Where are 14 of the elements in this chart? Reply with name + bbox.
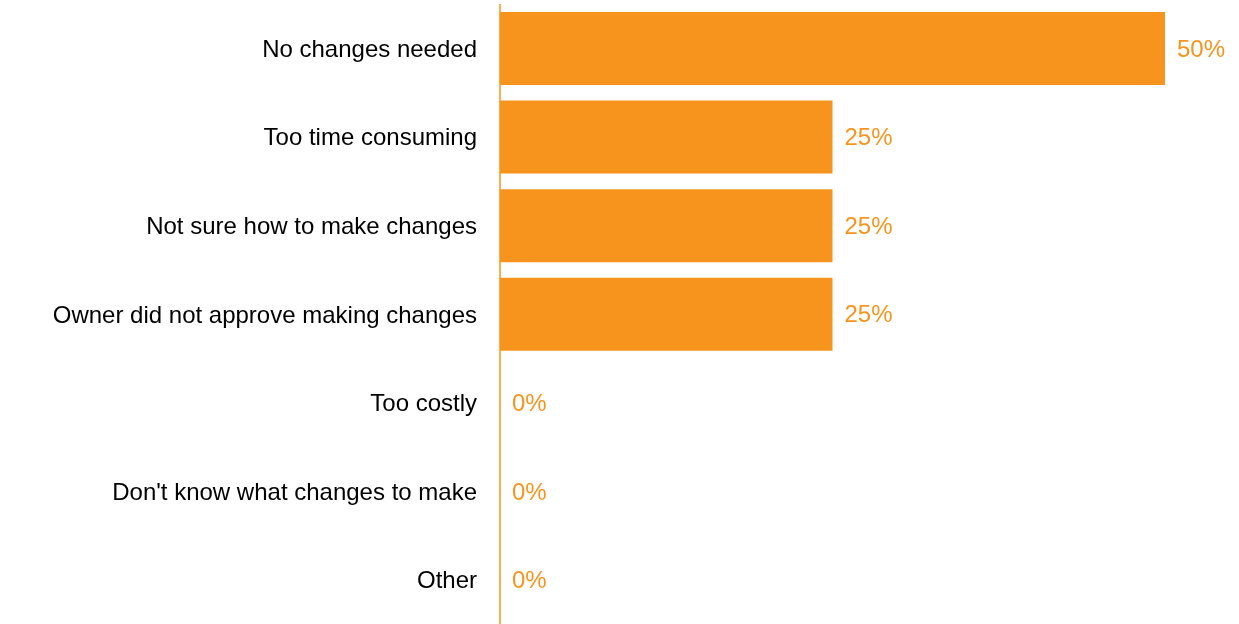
y-tick-label: Don't know what changes to make — [112, 477, 477, 505]
data-label: 25% — [844, 300, 893, 328]
data-label: 25% — [844, 123, 893, 151]
data-label: 0% — [512, 566, 547, 594]
y-tick-label: No changes needed — [262, 34, 477, 62]
data-label: 0% — [512, 477, 547, 505]
data-label: 25% — [844, 211, 893, 239]
y-tick-label: Other — [416, 566, 477, 594]
y-tick-label: Not sure how to make changes — [146, 211, 477, 239]
data-label: 0% — [512, 388, 547, 416]
y-tick-label: Too costly — [370, 389, 477, 417]
y-tick-label: Owner did not approve making changes — [52, 300, 477, 328]
data-label: 50% — [1177, 34, 1226, 62]
y-tick-label: Too time consuming — [263, 123, 477, 151]
